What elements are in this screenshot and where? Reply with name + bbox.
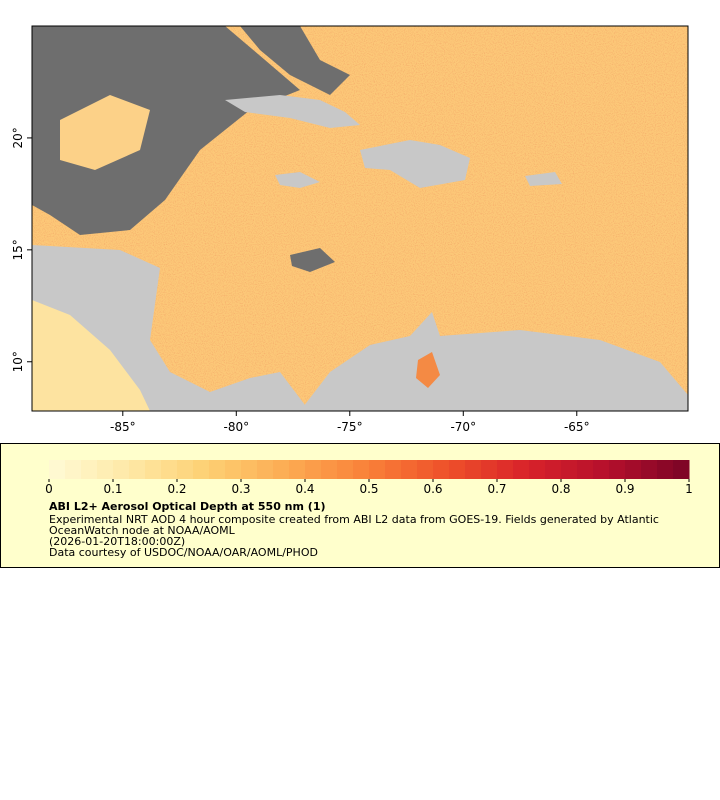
colorbar-cell xyxy=(65,460,82,479)
colorbar-tick-label: 0.7 xyxy=(487,482,506,496)
colorbar-tick-label: 0.9 xyxy=(615,482,634,496)
colorbar-tick-label: 0.2 xyxy=(167,482,186,496)
colorbar-cell xyxy=(449,460,466,479)
colorbar-cell xyxy=(129,460,146,479)
x-tick-label: -85° xyxy=(110,420,136,434)
colorbar-cell xyxy=(113,460,130,479)
colorbar-cell xyxy=(353,460,370,479)
x-tick-label: -80° xyxy=(223,420,249,434)
colorbar-cell xyxy=(273,460,290,479)
colorbar-cell xyxy=(305,460,322,479)
colorbar-cell xyxy=(513,460,530,479)
colorbar-cell xyxy=(641,460,658,479)
colorbar-cell xyxy=(369,460,386,479)
colorbar-cell xyxy=(529,460,546,479)
colorbar-cell xyxy=(321,460,338,479)
colorbar: 0 0.1 0.2 0.3 0.4 0.5 0.6 0.7 0.8 0.9 1 xyxy=(45,460,693,496)
colorbar-cell xyxy=(289,460,306,479)
colorbar-cell xyxy=(609,460,626,479)
colorbar-cell xyxy=(145,460,162,479)
colorbar-cell xyxy=(497,460,514,479)
colorbar-cell xyxy=(673,460,690,479)
colorbar-cell xyxy=(241,460,258,479)
colorbar-cell xyxy=(177,460,194,479)
legend-description: Experimental NRT AOD 4 hour composite cr… xyxy=(49,513,659,537)
y-tick-label: 15° xyxy=(11,239,25,260)
y-tick-label: 10° xyxy=(11,351,25,372)
colorbar-cell xyxy=(625,460,642,479)
colorbar-tick-label: 0.6 xyxy=(423,482,442,496)
colorbar-cell xyxy=(193,460,210,479)
colorbar-cell xyxy=(49,460,66,479)
legend-credit: Data courtesy of USDOC/NOAA/OAR/AOML/PHO… xyxy=(49,546,318,559)
colorbar-cell xyxy=(161,460,178,479)
colorbar-cell xyxy=(81,460,98,479)
colorbar-cell xyxy=(593,460,610,479)
colorbar-cell xyxy=(577,460,594,479)
legend-title: ABI L2+ Aerosol Optical Depth at 550 nm … xyxy=(49,500,326,513)
colorbar-cell xyxy=(433,460,450,479)
colorbar-cell xyxy=(257,460,274,479)
colorbar-cell xyxy=(417,460,434,479)
colorbar-tick-label: 0.5 xyxy=(359,482,378,496)
colorbar-cell xyxy=(97,460,114,479)
colorbar-cell xyxy=(225,460,242,479)
x-tick-label: -65° xyxy=(564,420,590,434)
colorbar-cell xyxy=(561,460,578,479)
map-image xyxy=(32,26,688,411)
y-tick-label: 20° xyxy=(11,127,25,148)
colorbar-cell xyxy=(209,460,226,479)
map-frame xyxy=(31,25,689,412)
legend-time: (2026-01-20T18:00:00Z) xyxy=(49,535,186,548)
x-tick-label: -75° xyxy=(337,420,363,434)
colorbar-cell xyxy=(545,460,562,479)
colorbar-tick-label: 0.4 xyxy=(295,482,314,496)
legend: 0 0.1 0.2 0.3 0.4 0.5 0.6 0.7 0.8 0.9 1 ABI L2+ Ae… xyxy=(0,443,720,568)
colorbar-cell xyxy=(465,460,482,479)
colorbar-tick-label: 0.8 xyxy=(551,482,570,496)
map: -85° -80° -75° -70° -65° 10° 15° 20° xyxy=(11,25,689,434)
colorbar-tick-label: 1 xyxy=(685,482,693,496)
colorbar-tick-label: 0 xyxy=(45,482,53,496)
colorbar-cell xyxy=(337,460,354,479)
colorbar-cell xyxy=(481,460,498,479)
x-tick-label: -70° xyxy=(450,420,476,434)
colorbar-cell xyxy=(385,460,402,479)
colorbar-cell xyxy=(657,460,674,479)
colorbar-tick-label: 0.1 xyxy=(103,482,122,496)
colorbar-cell xyxy=(401,460,418,479)
colorbar-tick-label: 0.3 xyxy=(231,482,250,496)
